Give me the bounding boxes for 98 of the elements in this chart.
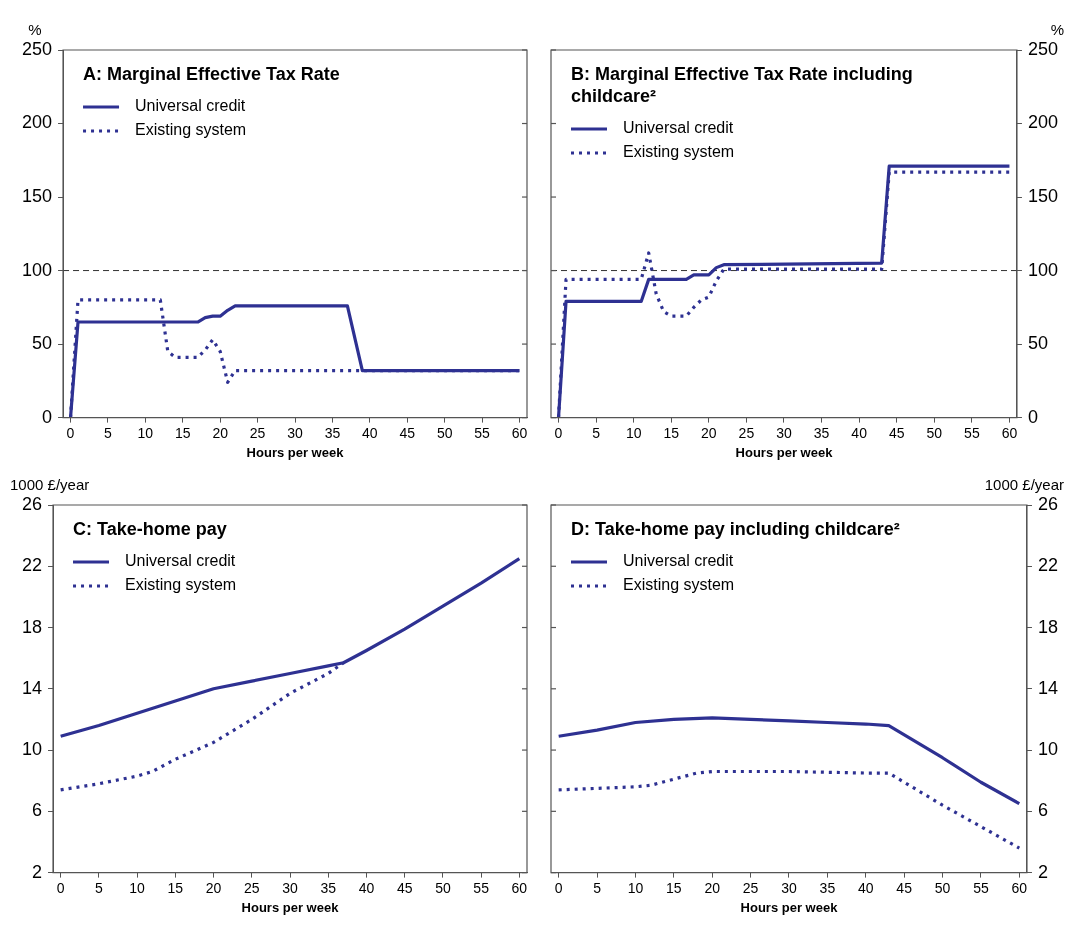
y-tick-label: 50 (32, 333, 53, 354)
x-tick-label: 20 (212, 424, 229, 441)
x-tick-label: 15 (666, 879, 682, 896)
x-tick-label: 45 (396, 879, 413, 896)
y-tick-label: 150 (21, 186, 53, 207)
x-tick-label: 0 (554, 424, 563, 441)
x-tick-label: 45 (888, 424, 905, 441)
x-tick-label: 25 (738, 424, 755, 441)
x-tick-label: 60 (1011, 879, 1028, 896)
y-tick-label: 50 (1027, 333, 1048, 354)
x-tick-label: 15 (167, 879, 184, 896)
x-axis-title: Hours per week (246, 444, 345, 460)
x-tick-label: 30 (282, 879, 299, 896)
x-tick-label: 55 (973, 879, 989, 896)
x-tick-label: 30 (776, 424, 792, 441)
y-tick-label: 0 (1027, 406, 1038, 427)
y-tick-label: 10 (1037, 739, 1059, 760)
legend-label: Universal credit (125, 552, 236, 570)
x-tick-label: 25 (742, 879, 759, 896)
x-tick-label: 20 (701, 424, 717, 441)
x-tick-label: 40 (358, 879, 375, 896)
x-tick-label: 40 (362, 424, 378, 441)
text: D: Take-home pay including childcare² (571, 519, 900, 539)
y-tick-label: 100 (21, 259, 53, 280)
x-tick-label: 45 (896, 879, 913, 896)
x-tick-label: 50 (934, 879, 951, 896)
text: B: Marginal Effective Tax Rate including childcare² (571, 64, 913, 106)
y-tick-label: 6 (1037, 800, 1048, 821)
y-tick-label: 14 (1037, 677, 1059, 698)
x-tick-label: 35 (320, 879, 337, 896)
x-tick-label: 30 (781, 879, 797, 896)
x-tick-label: 5 (104, 424, 113, 441)
x-tick-label: 5 (592, 424, 601, 441)
x-tick-label: 10 (137, 424, 154, 441)
y-tick-label: 6 (32, 800, 43, 821)
x-axis-title: Hours per week (241, 899, 340, 915)
x-tick-label: 20 (205, 879, 222, 896)
y-tick-label: 250 (1027, 38, 1059, 59)
y-tick-label: 14 (21, 677, 43, 698)
y-tick-label: 10 (21, 739, 43, 760)
x-tick-label: 0 (554, 879, 563, 896)
x-tick-label: 10 (625, 424, 642, 441)
x-tick-label: 60 (511, 879, 528, 896)
x-tick-label: 10 (129, 879, 146, 896)
legend-label: Existing system (623, 576, 735, 594)
x-tick-label: 35 (324, 424, 341, 441)
legend-label: Universal credit (135, 97, 246, 115)
x-tick-label: 35 (813, 424, 830, 441)
x-tick-label: 15 (663, 424, 680, 441)
y-tick-label: 250 (21, 38, 53, 59)
x-tick-label: 60 (511, 424, 528, 441)
legend-label: Existing system (623, 143, 735, 161)
x-axis-title: Hours per week (735, 444, 834, 460)
text: A: Marginal Effective Tax Rate (83, 64, 340, 84)
x-tick-label: 15 (174, 424, 191, 441)
x-tick-label: 55 (964, 424, 980, 441)
x-tick-label: 0 (66, 424, 75, 441)
x-tick-label: 45 (399, 424, 416, 441)
y-tick-label: 22 (1037, 555, 1059, 576)
legend-label: Universal credit (623, 119, 734, 137)
y-tick-label: 150 (1027, 186, 1059, 207)
y-tick-label: 22 (21, 555, 43, 576)
x-tick-label: 55 (473, 879, 490, 896)
x-tick-label: 25 (244, 879, 260, 896)
y-tick-label: 200 (1027, 112, 1059, 133)
y-tick-label: 26 (21, 493, 43, 514)
x-tick-label: 20 (704, 879, 721, 896)
y-tick-label: 200 (21, 112, 53, 133)
y-tick-label: 0 (42, 406, 53, 427)
y-axis-title: 1000 £/year (10, 475, 90, 493)
x-tick-label: 25 (249, 424, 266, 441)
x-tick-label: 55 (474, 424, 491, 441)
y-tick-label: 26 (1037, 493, 1059, 514)
legend-label: Existing system (125, 576, 237, 594)
y-tick-label: 2 (1037, 861, 1048, 882)
x-tick-label: 50 (435, 879, 451, 896)
x-tick-label: 30 (287, 424, 304, 441)
x-tick-label: 10 (627, 879, 644, 896)
x-tick-label: 40 (857, 879, 874, 896)
x-tick-label: 5 (593, 879, 602, 896)
y-tick-label: 18 (1037, 616, 1059, 637)
text: C: Take-home pay (73, 519, 227, 539)
x-tick-label: 40 (851, 424, 868, 441)
x-tick-label: 50 (436, 424, 453, 441)
y-axis-title: % (28, 20, 42, 38)
x-tick-label: 50 (926, 424, 943, 441)
y-tick-label: 100 (1027, 259, 1059, 280)
legend-label: Universal credit (623, 552, 734, 570)
x-axis-title: Hours per week (740, 899, 839, 915)
y-tick-label: 18 (21, 616, 43, 637)
x-tick-label: 5 (94, 879, 103, 896)
y-tick-label: 2 (32, 861, 43, 882)
y-axis-title: 1000 £/year (984, 475, 1064, 493)
x-tick-label: 60 (1001, 424, 1018, 441)
x-tick-label: 0 (56, 879, 65, 896)
y-axis-title: % (1050, 20, 1064, 38)
x-tick-label: 35 (819, 879, 836, 896)
legend-label: Existing system (135, 121, 247, 139)
